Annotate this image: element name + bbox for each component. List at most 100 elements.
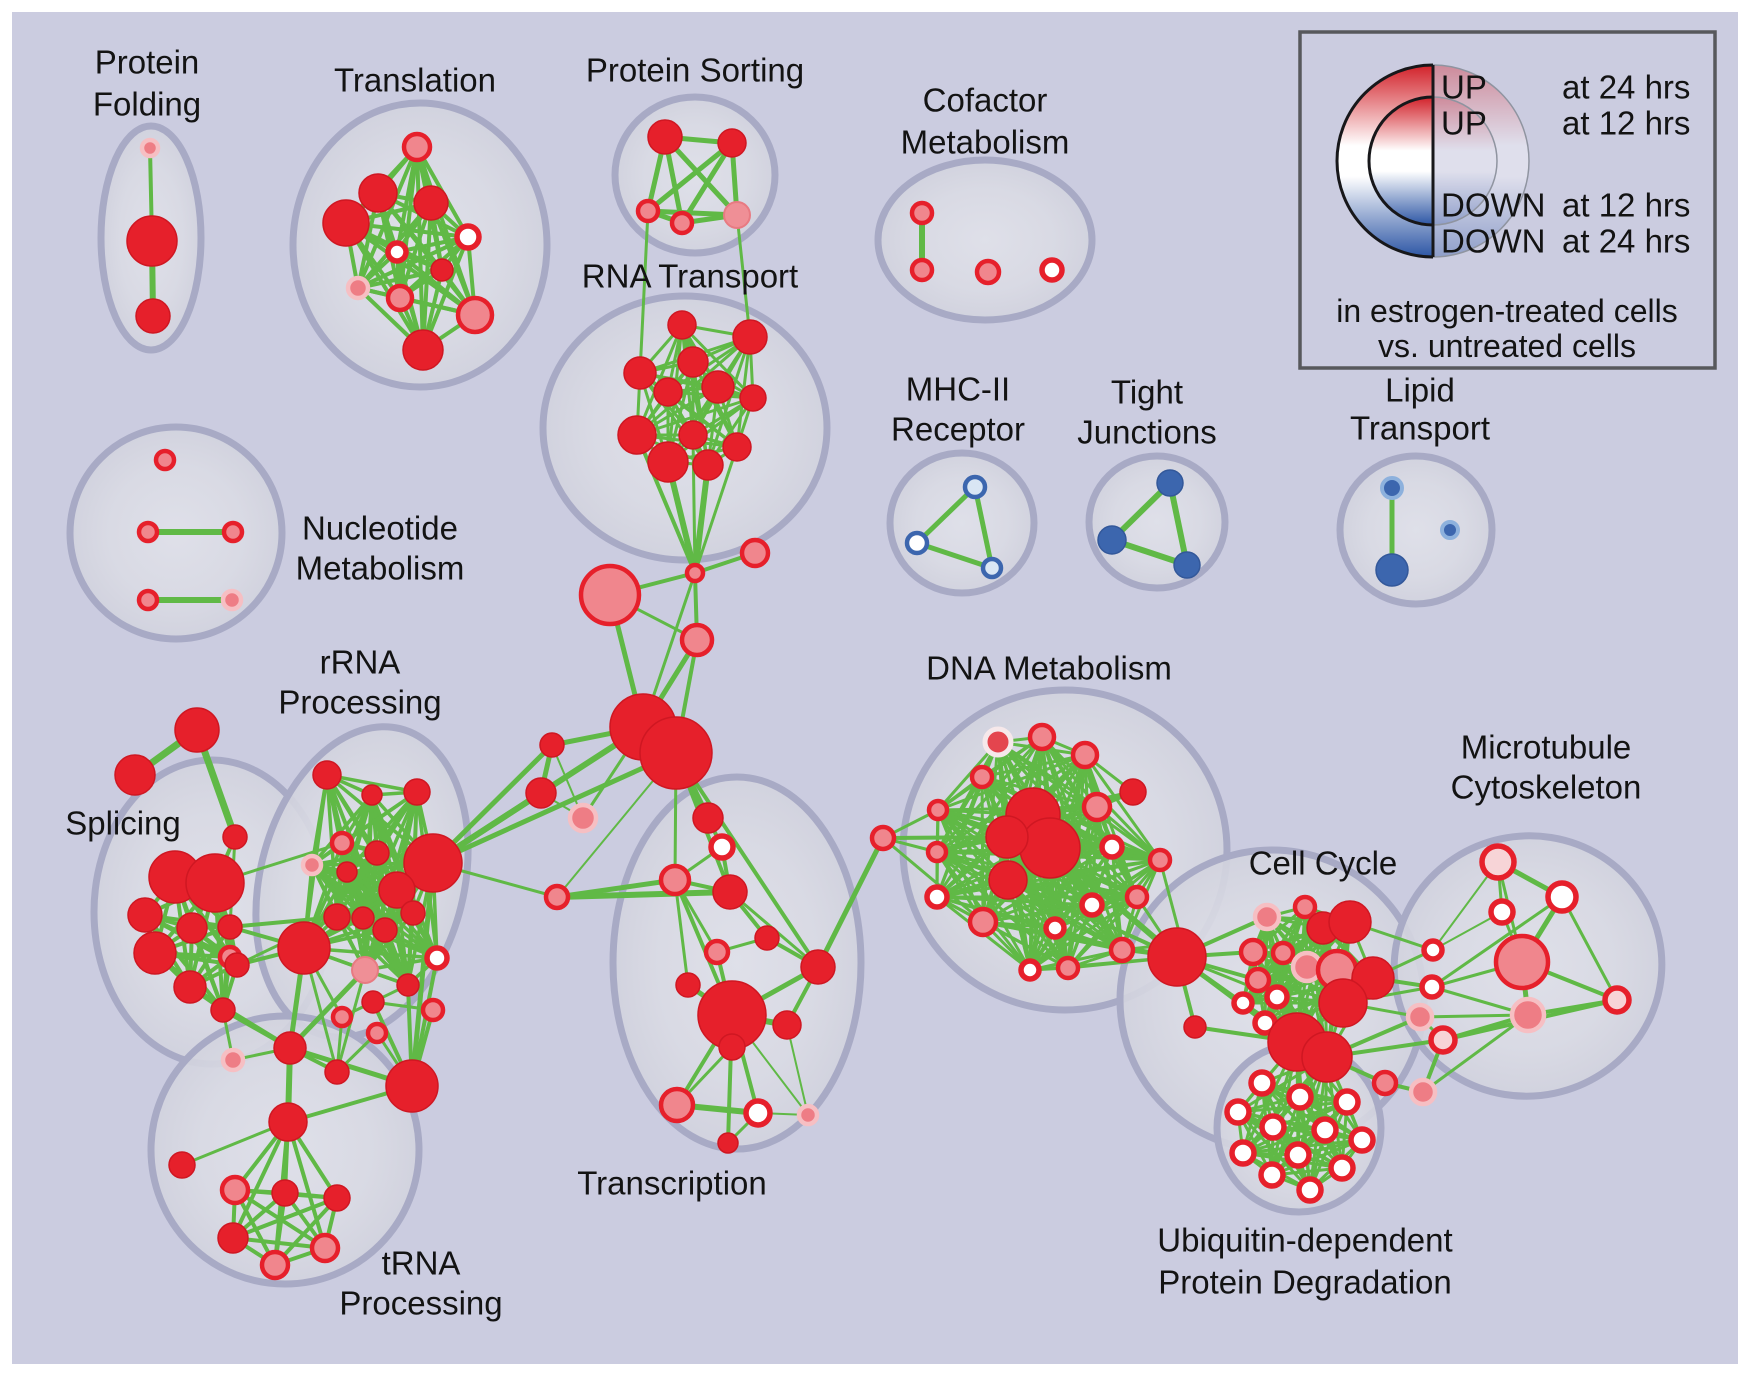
edge xyxy=(914,540,995,571)
node-cc6 xyxy=(1238,937,1268,967)
node-g1 xyxy=(219,1174,251,1206)
node-s4 xyxy=(679,622,715,658)
edge xyxy=(1083,753,1162,862)
node-n1 xyxy=(153,448,177,472)
node-r6 xyxy=(336,861,358,883)
node-r2 xyxy=(361,784,383,806)
node-m8 xyxy=(1509,996,1547,1034)
edge xyxy=(231,1120,290,1240)
node-d19 xyxy=(1079,892,1105,918)
edge xyxy=(1066,895,1139,970)
cluster-label-mhc-ii-receptor: Receptor xyxy=(891,411,1025,448)
node-t5 xyxy=(454,223,482,251)
node-d1 xyxy=(982,726,1014,758)
node-q1 xyxy=(361,990,385,1014)
cluster-ellipse-cofactor-metabolism xyxy=(874,156,1096,324)
edge xyxy=(645,140,735,214)
node-u11 xyxy=(1258,1161,1286,1189)
node-lt1 xyxy=(1380,476,1404,500)
edge xyxy=(881,836,985,924)
edge xyxy=(361,916,410,987)
node-s1 xyxy=(684,562,706,584)
node-n4 xyxy=(136,588,160,612)
node-g5 xyxy=(309,1232,341,1264)
node-c2 xyxy=(525,777,557,809)
node-tx5 xyxy=(703,938,731,966)
node-d11 xyxy=(925,840,949,864)
node-ps4 xyxy=(669,210,695,236)
node-d4 xyxy=(1119,778,1147,806)
node-u12 xyxy=(1296,1176,1324,1204)
edge xyxy=(231,1196,339,1240)
node-cc19 xyxy=(1419,974,1445,1000)
cluster-label-trna-processing: tRNA xyxy=(382,1245,461,1282)
node-d5 xyxy=(969,764,995,790)
edge xyxy=(815,835,886,970)
node-u4 xyxy=(1224,1098,1252,1126)
node-ps3 xyxy=(635,198,661,224)
node-d6 xyxy=(926,798,950,822)
node-u1 xyxy=(1248,1069,1276,1097)
node-rt8 xyxy=(617,415,657,455)
labels-layer: Protein Folding Translation Protein Sorting… xyxy=(65,44,1641,1322)
node-cc1 xyxy=(1183,1015,1207,1039)
node-r5 xyxy=(300,853,324,877)
edge xyxy=(981,920,1179,959)
node-cc0 xyxy=(1147,927,1207,987)
edge xyxy=(936,753,1087,812)
edge xyxy=(981,845,1114,924)
node-rt7 xyxy=(739,384,767,412)
node-u6 xyxy=(1311,1116,1339,1144)
node-t4 xyxy=(322,199,370,247)
node-pf2 xyxy=(126,215,178,267)
node-q4 xyxy=(420,997,446,1023)
node-t8 xyxy=(345,275,371,301)
node-tx3 xyxy=(712,874,748,910)
cluster-label-nucleotide-metabolism: Metabolism xyxy=(296,550,465,587)
edge xyxy=(935,895,1094,907)
node-u9 xyxy=(1284,1141,1312,1169)
node-lt2 xyxy=(1375,553,1409,587)
legend-wheel-fade xyxy=(1433,63,1533,259)
cluster-ellipse-mhc-ii-receptor xyxy=(886,449,1038,597)
edge xyxy=(674,751,820,969)
legend-time-label: at 12 hrs xyxy=(1562,105,1690,142)
node-cf3 xyxy=(974,258,1002,286)
legend-footer: in estrogen-treated cells xyxy=(1336,293,1678,329)
edge xyxy=(1083,753,1139,899)
edge xyxy=(693,445,739,575)
node-d2 xyxy=(1027,722,1057,752)
edge xyxy=(692,462,711,576)
node-tx1 xyxy=(708,833,736,861)
node-d23 xyxy=(1108,936,1136,964)
node-sp5 xyxy=(217,914,243,940)
edge xyxy=(679,140,735,226)
node-u2 xyxy=(1286,1083,1314,1111)
node-sp10 xyxy=(210,997,236,1023)
node-rt2 xyxy=(732,319,768,355)
legend-direction-label: UP xyxy=(1441,105,1487,142)
cluster-label-microtubule-cytoskeleton: Microtubule xyxy=(1461,729,1632,766)
legend-direction-label: UP xyxy=(1441,69,1487,106)
edge xyxy=(1241,1128,1327,1155)
node-r13 xyxy=(424,945,450,971)
edge xyxy=(735,213,752,339)
edge xyxy=(786,1024,809,1116)
node-d17 xyxy=(924,884,950,910)
node-cc21 xyxy=(1428,1025,1458,1055)
edge xyxy=(335,915,410,987)
node-tx2 xyxy=(658,863,692,897)
node-d16 xyxy=(1124,884,1150,910)
cluster-label-microtubule-cytoskeleton: Cytoskeleton xyxy=(1451,769,1642,806)
node-tt xyxy=(273,1031,307,1065)
node-d15 xyxy=(1147,847,1173,873)
legend: UP at 24 hrs UP at 12 hrs DOWN at 12 hrs DOWN a… xyxy=(1298,30,1717,370)
edge xyxy=(1167,480,1190,568)
nodes-layer xyxy=(114,119,1632,1281)
edge xyxy=(409,860,436,1089)
node-ps1 xyxy=(647,119,683,155)
node-d10 xyxy=(985,815,1029,859)
edge xyxy=(1430,895,1564,989)
cluster-label-ubiquitin-degradation: Protein Degradation xyxy=(1158,1264,1452,1301)
